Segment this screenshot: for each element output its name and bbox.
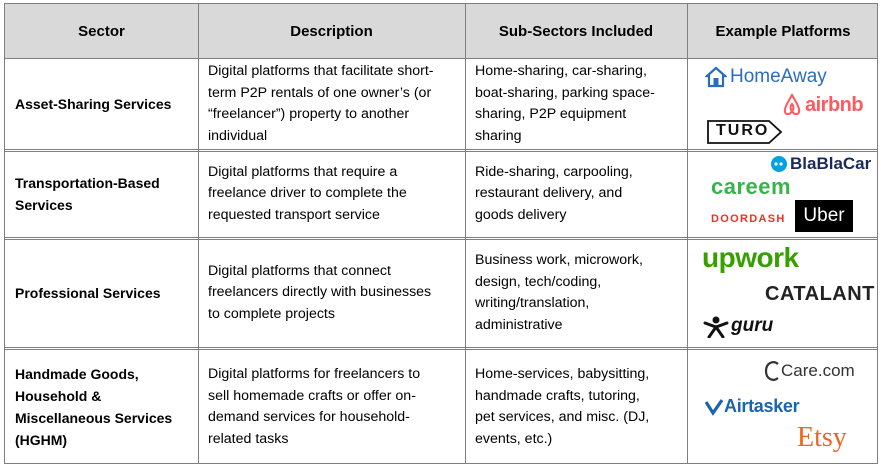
- guru-figure-icon: [703, 316, 729, 338]
- description-hghm: Digital platforms for freelancers to sel…: [208, 366, 421, 447]
- sector-professional: Professional Services: [15, 285, 161, 301]
- header-platforms: Example Platforms: [715, 23, 851, 40]
- blablacar-bubble-icon: [771, 156, 787, 172]
- upwork-logo: upwork: [702, 242, 799, 273]
- subsectors-asset-sharing: Home-sharing, car-sharing, boat-sharing,…: [475, 63, 655, 144]
- homeaway-logo: HomeAway: [705, 66, 827, 88]
- sector-hghm: Handmade Goods, Household & Miscellaneou…: [15, 366, 173, 448]
- uber-logo: Uber: [795, 200, 853, 232]
- sector-asset-sharing: Asset-Sharing Services: [15, 96, 172, 112]
- catalant-logo: CATALANT: [765, 283, 875, 305]
- subsectors-professional: Business work, microwork, design, tech/c…: [475, 252, 643, 333]
- carecom-logo: Care.com: [763, 360, 855, 382]
- blablacar-logo: BlaBlaCar: [770, 154, 871, 174]
- header-subsectors: Sub-Sectors Included: [498, 23, 654, 40]
- sector-table: Sector Description Sub-Sectors Included …: [4, 3, 878, 464]
- row-divider: [5, 347, 877, 350]
- row-divider: [5, 149, 877, 152]
- header-sector: Sector: [78, 23, 125, 40]
- subsectors-hghm: Home-services, babysitting, handmade cra…: [475, 366, 650, 447]
- etsy-logo: Etsy: [797, 422, 847, 453]
- homeaway-house-icon: [705, 66, 727, 88]
- doordash-logo: DOORDASH: [711, 213, 786, 225]
- column-divider: [465, 4, 466, 463]
- description-asset-sharing: Digital platforms that facilitate short-…: [208, 63, 434, 144]
- description-transportation: Digital platforms that require a freelan…: [208, 163, 407, 223]
- airtasker-logo: Airtasker: [705, 396, 800, 417]
- description-professional: Digital platforms that connect freelance…: [208, 262, 432, 322]
- carecom-heart-c-icon: [764, 361, 779, 381]
- row-divider: [5, 237, 877, 240]
- column-divider: [687, 4, 688, 463]
- airbnb-logo: airbnb: [781, 93, 864, 117]
- header-description: Description: [290, 23, 373, 40]
- table-header: Sector Description Sub-Sectors Included …: [5, 4, 877, 59]
- turo-logo: TURO: [707, 120, 783, 149]
- subsectors-transportation: Ride-sharing, carpooling, restaurant del…: [475, 163, 633, 223]
- careem-logo: careem: [711, 174, 792, 199]
- column-divider: [198, 4, 199, 463]
- airtasker-check-icon: [705, 398, 723, 416]
- sector-transportation: Transportation-Based Services: [15, 175, 160, 213]
- airbnb-belo-icon: [783, 93, 801, 116]
- guru-logo: guru: [703, 314, 773, 338]
